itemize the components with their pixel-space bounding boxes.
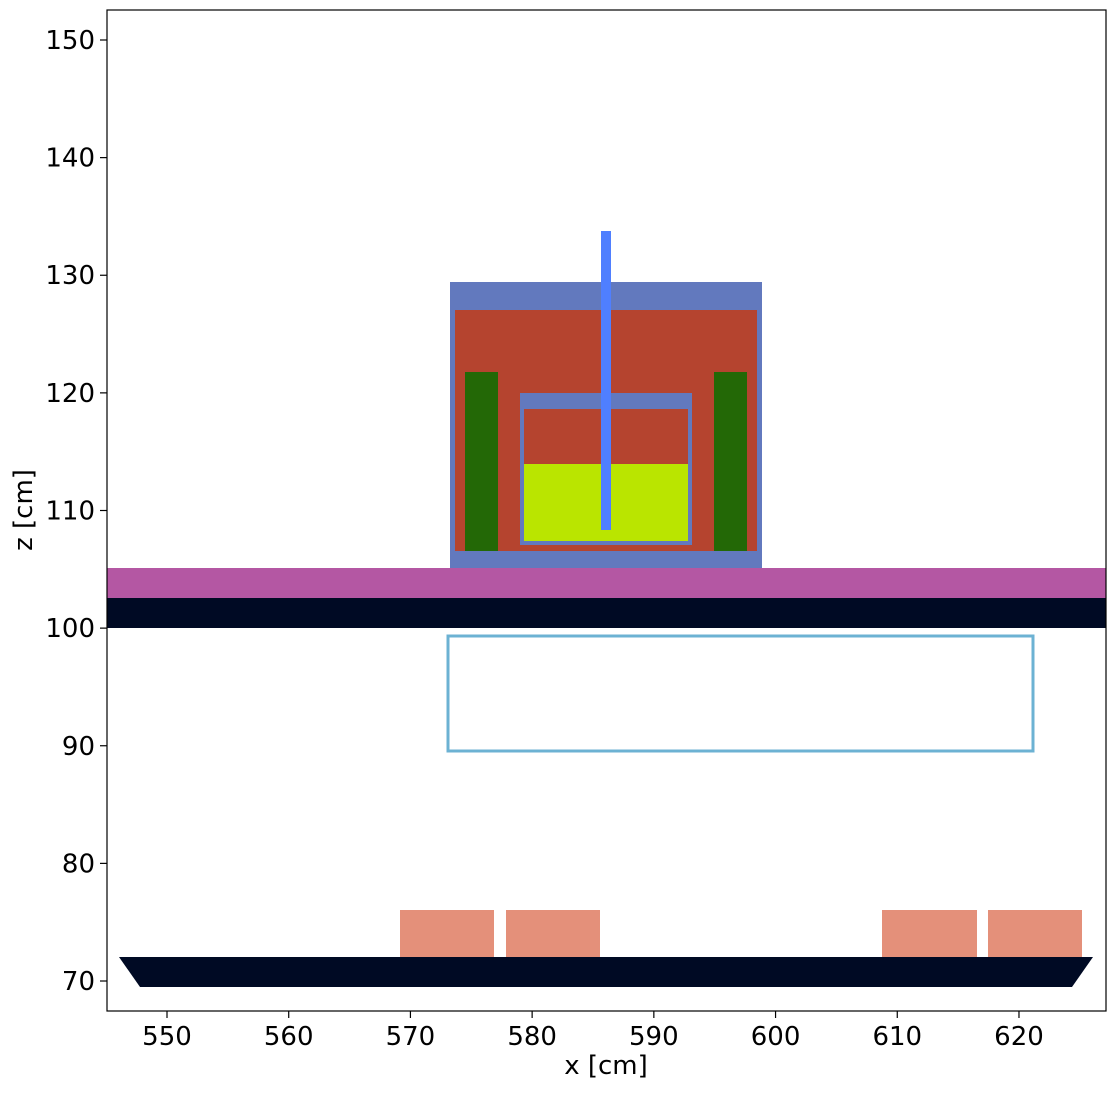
x-tick-label: 600 <box>751 1022 801 1052</box>
y-tick-label: 110 <box>45 497 95 527</box>
x-tick-label: 610 <box>872 1022 922 1052</box>
x-tick-label: 560 <box>264 1022 314 1052</box>
y-tick-label: 90 <box>62 732 95 762</box>
x-tick-label: 590 <box>629 1022 679 1052</box>
y-tick-label: 100 <box>45 614 95 644</box>
y-tick-label: 70 <box>62 967 95 997</box>
base-plate <box>119 957 1093 987</box>
y-tick-label: 120 <box>45 379 95 409</box>
outline-box <box>446 634 1035 753</box>
pad <box>506 910 600 957</box>
x-tick-label: 570 <box>386 1022 436 1052</box>
pad <box>988 910 1082 957</box>
rod <box>601 231 611 530</box>
left-block <box>465 372 498 551</box>
y-tick-label: 140 <box>45 144 95 174</box>
x-tick-label: 550 <box>142 1022 192 1052</box>
y-tick-label: 80 <box>62 849 95 879</box>
y-tick-label: 150 <box>45 26 95 56</box>
y-axis-label: z [cm] <box>9 469 39 551</box>
dark-band <box>107 598 1106 628</box>
geometry <box>107 231 1106 987</box>
x-tick-label: 620 <box>994 1022 1044 1052</box>
pad <box>882 910 977 957</box>
right-block <box>714 372 747 551</box>
pad <box>400 910 494 957</box>
y-tick-label: 130 <box>45 261 95 291</box>
x-tick-label: 580 <box>507 1022 557 1052</box>
x-axis-label: x [cm] <box>564 1051 648 1081</box>
magenta-band <box>107 568 1106 598</box>
